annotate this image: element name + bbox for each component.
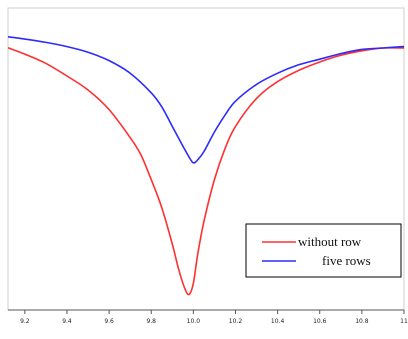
series-line-without-row (7, 46, 405, 296)
legend: without row five rows (245, 223, 402, 278)
legend-label-without-row: without row (298, 234, 362, 249)
x-tick-label: 10.8 (355, 318, 369, 325)
x-tick-label: 10.0 (187, 318, 201, 325)
x-axis-ticks: 9.2 9.4 9.6 9.8 10.0 10.2 10.4 10.6 10.8 11 (20, 310, 408, 325)
x-tick-label: 9.4 (62, 318, 72, 325)
x-tick-label: 10.4 (271, 318, 285, 325)
x-tick-label: 10.6 (313, 318, 327, 325)
series-line-five-rows (7, 36, 405, 164)
x-tick-label: 9.6 (104, 318, 114, 325)
x-tick-label: 10.2 (229, 318, 243, 325)
legend-label-five-rows: five rows (322, 253, 371, 268)
series-layer (7, 36, 405, 296)
plot-frame (7, 7, 405, 311)
x-tick-label: 9.8 (146, 318, 156, 325)
legend-box (245, 223, 402, 278)
x-tick-label: 9.2 (20, 318, 30, 325)
x-tick-label: 11 (400, 318, 408, 325)
